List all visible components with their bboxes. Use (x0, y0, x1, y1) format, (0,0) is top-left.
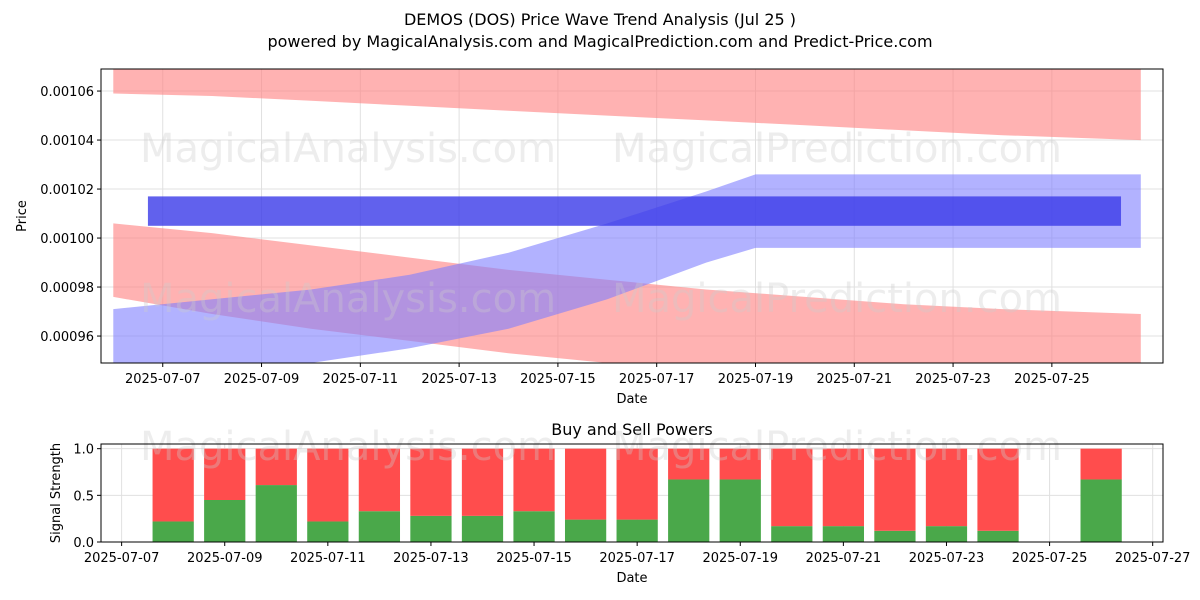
price-plot-frame (100, 68, 1164, 364)
sell-power-bar (874, 448, 916, 531)
signal-bars (152, 448, 1122, 542)
price-x-axis: 2025-07-07 2025-07-09 2025-07-11 2025-07-13… (125, 363, 1090, 387)
buy-power-bar (204, 500, 246, 542)
signal-x-label: Date (616, 571, 647, 586)
buy-power-bar (668, 479, 710, 542)
watermark-right-top: MagicalPrediction.com (612, 126, 1062, 172)
price-x-tick-label: 2025-07-25 (1014, 372, 1090, 387)
price-y-label: Price (15, 200, 30, 232)
sell-power-bar (461, 448, 504, 516)
buy-power-bar (461, 515, 504, 542)
price-bar-segments (147, 196, 1122, 226)
watermark-left-top: MagicalAnalysis.com (140, 126, 556, 172)
signal-x-tick-label: 2025-07-19 (702, 551, 778, 566)
blue-trend-bar-0 (147, 196, 1122, 226)
sell-power-bar (719, 448, 761, 480)
buy-power-bar (719, 479, 761, 542)
buy-power-bar (152, 521, 194, 542)
buy-power-bar (616, 519, 658, 542)
sell-power-bar (152, 448, 194, 522)
price-x-tick-label: 2025-07-15 (520, 372, 596, 387)
sell-power-bar (410, 448, 452, 516)
figure-subtitle: powered by MagicalAnalysis.com and Magic… (267, 32, 932, 51)
buy-power-bar (1080, 479, 1122, 542)
signal-x-tick-label: 2025-07-15 (496, 551, 572, 566)
sell-power-bar (255, 448, 297, 486)
signal-x-tick-label: 2025-07-07 (84, 551, 160, 566)
signal-x-tick-label: 2025-07-17 (599, 551, 675, 566)
price-x-tick-label: 2025-07-17 (619, 372, 695, 387)
signal-x-tick-label: 2025-07-09 (187, 551, 263, 566)
signal-y-tick-label: 1.0 (73, 443, 94, 458)
signal-y-label: Signal Strength (49, 443, 64, 543)
price-chart: MagicalAnalysis.com MagicalPrediction.co… (15, 68, 1164, 407)
price-y-tick-label: 0.00102 (40, 183, 94, 198)
price-x-tick-label: 2025-07-21 (816, 372, 892, 387)
buy-power-bar (771, 526, 813, 542)
signal-chart-title: Buy and Sell Powers (551, 420, 713, 439)
sell-power-bar (564, 448, 607, 520)
sell-power-bar (513, 448, 555, 512)
signal-x-tick-label: 2025-07-13 (393, 551, 469, 566)
sell-power-bar (204, 448, 246, 500)
price-x-tick-label: 2025-07-13 (421, 372, 497, 387)
sell-power-bar (822, 448, 864, 527)
buy-power-bar (255, 485, 297, 542)
signal-x-axis: 2025-07-07 2025-07-09 2025-07-11 2025-07-13… (84, 542, 1191, 566)
sell-power-bar (668, 448, 710, 480)
buy-power-bar (358, 511, 401, 542)
signal-y-axis: 0.0 0.5 1.0 (73, 443, 101, 551)
signal-plot-frame (100, 443, 1164, 543)
price-x-tick-label: 2025-07-23 (915, 372, 991, 387)
buy-power-bar (874, 530, 916, 542)
buy-power-bar (307, 521, 349, 542)
buy-power-bar (564, 519, 607, 542)
price-y-tick-label: 0.00100 (40, 232, 94, 247)
price-y-tick-label: 0.00104 (40, 134, 94, 149)
price-x-tick-label: 2025-07-11 (323, 372, 399, 387)
watermark-left-mid: MagicalAnalysis.com (140, 276, 556, 322)
watermark-right-bottom: MagicalPrediction.com (612, 424, 1062, 470)
sell-power-bar (977, 448, 1019, 531)
sell-power-bar (358, 448, 401, 512)
buy-power-bar (410, 515, 452, 542)
signal-x-tick-label: 2025-07-27 (1115, 551, 1191, 566)
figure-title: DEMOS (DOS) Price Wave Trend Analysis (J… (404, 10, 796, 29)
signal-x-tick-label: 2025-07-11 (290, 551, 366, 566)
price-y-tick-label: 0.00106 (40, 85, 94, 100)
price-y-tick-label: 0.00098 (40, 281, 94, 296)
price-x-tick-label: 2025-07-19 (718, 372, 794, 387)
price-x-tick-label: 2025-07-07 (125, 372, 201, 387)
buy-power-bar (822, 526, 864, 542)
buy-power-bar (925, 526, 968, 542)
sell-power-bar (616, 448, 658, 520)
price-y-tick-label: 0.00096 (40, 330, 94, 345)
sell-power-bar (925, 448, 968, 527)
signal-x-tick-label: 2025-07-25 (1012, 551, 1088, 566)
buy-power-bar (513, 511, 555, 542)
signal-y-tick-label: 0.0 (73, 536, 94, 551)
signal-y-tick-label: 0.5 (73, 489, 94, 504)
sell-power-bar (1080, 448, 1122, 480)
sell-power-bar (307, 448, 349, 522)
price-y-axis: 0.00096 0.00098 0.00100 0.00102 0.00104 0.001… (40, 85, 101, 345)
red-band-0 (113, 69, 1141, 141)
watermark-right-mid: MagicalPrediction.com (612, 276, 1062, 322)
sell-power-bar (771, 448, 813, 527)
buy-power-bar (977, 530, 1019, 542)
watermark-left-bottom: MagicalAnalysis.com (140, 424, 556, 470)
signal-chart: Buy and Sell Powers MagicalAnalysis.com … (49, 420, 1190, 586)
signal-x-tick-label: 2025-07-23 (909, 551, 985, 566)
signal-x-tick-label: 2025-07-21 (806, 551, 882, 566)
price-x-label: Date (616, 392, 647, 407)
price-x-tick-label: 2025-07-09 (224, 372, 300, 387)
